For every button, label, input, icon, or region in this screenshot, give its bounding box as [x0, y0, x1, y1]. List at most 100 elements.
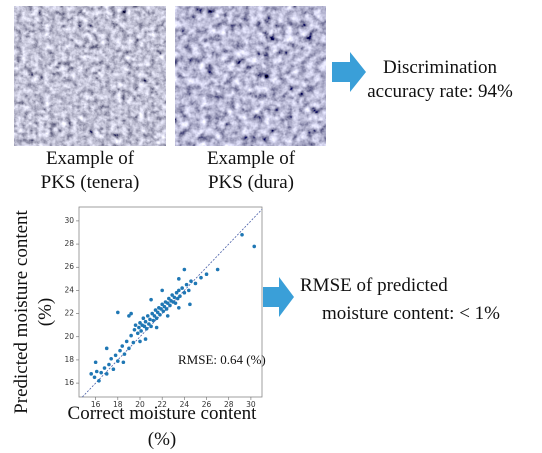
result-text: RMSE of predicted [300, 275, 448, 296]
point [170, 293, 174, 297]
point [104, 346, 109, 351]
point [172, 295, 177, 300]
point [252, 244, 257, 249]
point [120, 344, 125, 348]
point [97, 378, 101, 383]
result-text: accuracy rate: 94% [367, 81, 513, 102]
point [193, 281, 198, 286]
x-tick-label: 20 [135, 400, 145, 409]
point [102, 366, 107, 370]
point [122, 352, 127, 356]
point [99, 370, 103, 375]
arrow [332, 52, 366, 92]
point [173, 301, 178, 305]
point [154, 316, 159, 321]
point [135, 331, 140, 336]
point [116, 310, 120, 315]
point [155, 310, 160, 315]
point [174, 290, 179, 295]
point [187, 288, 191, 293]
y-tick-label: 26 [64, 262, 74, 271]
y-axis-label: Predicted moisture content [11, 209, 32, 413]
point [118, 348, 122, 353]
point [92, 375, 97, 380]
point [143, 337, 148, 341]
point [240, 233, 244, 237]
point [147, 322, 151, 326]
y-axis-label: (%) [35, 298, 56, 326]
x-tick-label: 16 [91, 400, 101, 409]
point [150, 311, 154, 316]
y-tick-label: 16 [64, 378, 74, 387]
point [184, 282, 189, 287]
point [168, 303, 172, 308]
point [204, 272, 209, 276]
y-tick-label: 28 [64, 239, 74, 248]
point [215, 267, 220, 272]
point [167, 296, 171, 301]
point [113, 353, 118, 358]
point [148, 317, 152, 322]
result-text: moisture content: < 1% [322, 303, 500, 324]
point [177, 305, 181, 310]
y-tick-label: 18 [64, 355, 74, 364]
point [116, 359, 120, 363]
point [132, 328, 137, 332]
point [144, 326, 149, 331]
annotation: RMSE: 0.64 (%) [178, 352, 266, 367]
point [151, 318, 156, 323]
caption: PKS (tenera) [41, 172, 140, 193]
point [138, 321, 142, 325]
point [111, 367, 116, 371]
x-tick-label: 28 [224, 400, 234, 409]
x-axis-label: Correct moisture content [68, 403, 258, 424]
point [104, 372, 109, 376]
y-tick-label: 30 [64, 216, 74, 225]
dura-image [175, 6, 326, 146]
point [159, 307, 163, 311]
point [165, 314, 170, 318]
tenera-image [14, 6, 166, 146]
point [189, 279, 193, 283]
y-tick-label: 24 [64, 285, 74, 294]
point [109, 356, 113, 361]
point [175, 296, 180, 301]
point [154, 325, 159, 330]
point [127, 314, 131, 318]
x-tick-label: 30 [246, 400, 256, 409]
point [93, 360, 98, 365]
x-tick-label: 26 [202, 400, 212, 409]
point [145, 314, 150, 318]
y-tick-label: 22 [64, 309, 74, 318]
point [89, 372, 93, 376]
point [152, 314, 157, 318]
x-axis-label: (%) [148, 429, 176, 450]
caption: Example of [46, 148, 135, 169]
point [131, 340, 136, 345]
point [182, 290, 187, 295]
y-tick-label: 20 [64, 332, 74, 341]
point [164, 307, 169, 311]
point [180, 286, 184, 290]
point [199, 275, 203, 280]
point [149, 297, 153, 302]
point [141, 316, 146, 321]
caption: Example of [207, 148, 296, 169]
point [161, 309, 166, 314]
point [158, 312, 162, 317]
point [94, 369, 99, 374]
point [182, 267, 187, 272]
caption: PKS (dura) [208, 172, 294, 193]
point [133, 323, 138, 327]
point [139, 329, 143, 333]
scatter-plot: 16 18 20 22 24 26 28 30 16 18 20 22 24 26 28 30 RMSE: 0.… [11, 206, 266, 450]
point [162, 304, 167, 309]
x-tick-label: 22 [157, 400, 167, 409]
point [138, 339, 142, 344]
point [177, 288, 181, 293]
point [142, 324, 147, 329]
point [149, 324, 153, 329]
point [137, 325, 141, 330]
x-tick-label: 18 [113, 400, 123, 409]
